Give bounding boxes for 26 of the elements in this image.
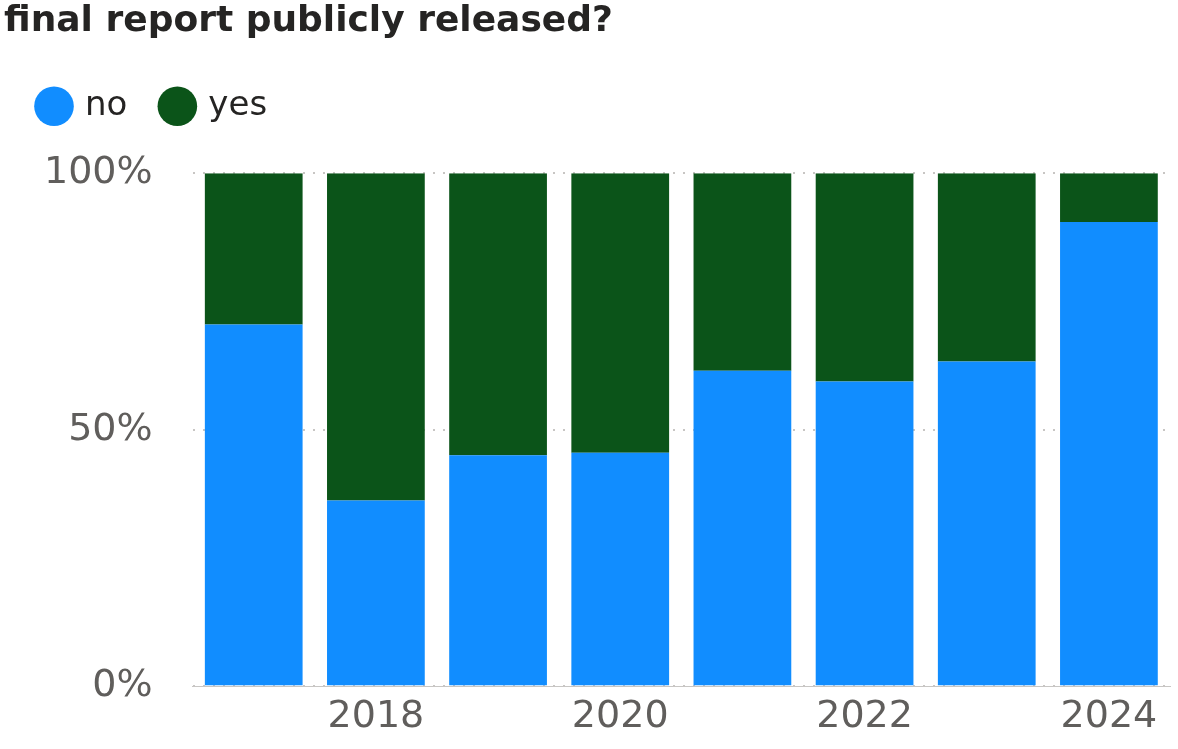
y-tick-label: 0% (92, 661, 153, 706)
bar (937, 173, 1036, 362)
x-tick-label: 2024 (1060, 691, 1158, 736)
bar (937, 361, 1036, 686)
legend-label: yes (208, 83, 268, 124)
bar (204, 324, 303, 686)
x-tick-label: 2018 (327, 691, 425, 736)
bar (327, 173, 425, 501)
bar (204, 173, 303, 325)
bar (571, 173, 670, 453)
bar (693, 370, 792, 686)
bar (1060, 173, 1158, 222)
x-tick-label: 2020 (571, 691, 669, 736)
y-tick-label: 100% (44, 148, 153, 193)
bar (815, 173, 914, 382)
y-tick-label: 50% (68, 404, 153, 449)
bar (815, 381, 914, 686)
bar (449, 173, 547, 456)
bar (693, 173, 792, 371)
legend-label: no (85, 83, 128, 124)
bar (1060, 221, 1158, 686)
chart-title: final report publicly released? (4, 0, 613, 39)
x-tick-label: 2022 (816, 691, 913, 736)
bar (449, 455, 547, 686)
bar (571, 452, 670, 686)
bar (327, 500, 425, 686)
